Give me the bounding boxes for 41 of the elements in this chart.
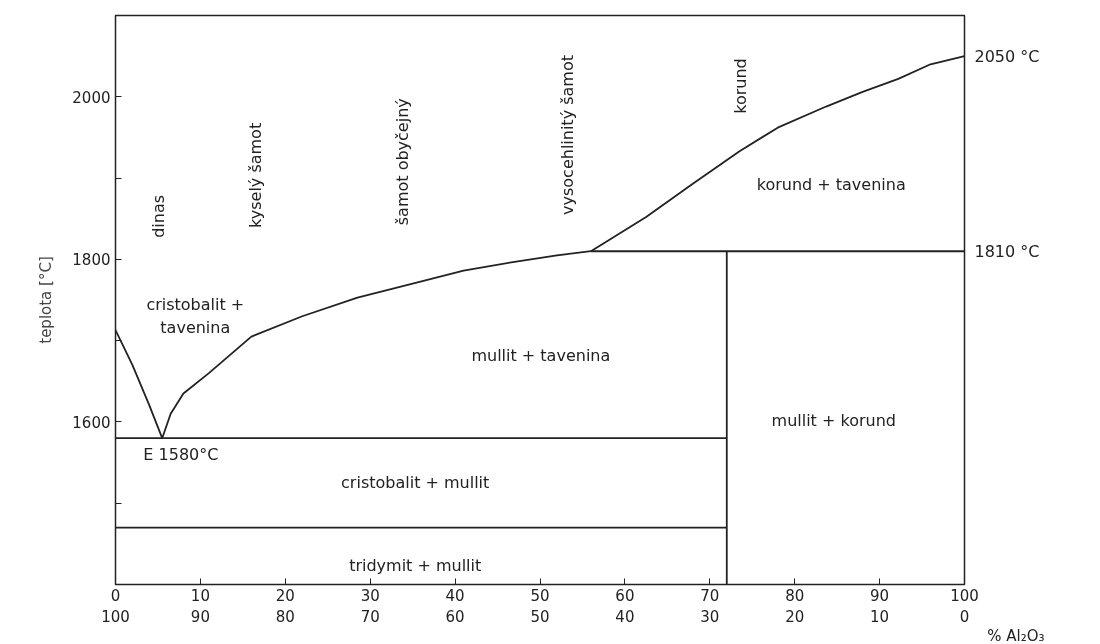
x-tick-label: 70 <box>700 586 720 605</box>
annotation: mullit + korund <box>771 411 896 431</box>
annotation: dinas <box>149 194 169 238</box>
annotation: E 1580°C <box>143 444 219 464</box>
annotation: mullit + tavenina <box>471 346 611 366</box>
annotation: tridymit + mullit <box>349 555 482 575</box>
x-tick-label: 50 <box>530 586 550 605</box>
x-tick-label: 20 <box>275 586 295 605</box>
x2-tick-label: 40 <box>615 607 635 626</box>
x-tick-label: 30 <box>360 586 380 605</box>
x-tick-label: 40 <box>445 586 465 605</box>
x-axis-title: % Al₂O₃ <box>987 626 1045 644</box>
x2-tick-label: 30 <box>700 607 720 626</box>
x2-tick-label: 10 <box>870 607 890 626</box>
annotation: kyselý šamot <box>246 122 266 228</box>
x2-tick-label: 60 <box>445 607 465 626</box>
x2-tick-label: 90 <box>190 607 210 626</box>
x-tick-label: 10 <box>190 586 210 605</box>
x2-tick-label: 0 <box>959 607 970 626</box>
y2-tick-label: 2050 °C <box>974 46 1040 66</box>
x-tick-label: 100 <box>950 586 979 605</box>
y-axis-title: teplota [°C] <box>37 256 56 344</box>
x-tick-label: 0 <box>110 586 121 605</box>
y-tick-label: 2000 <box>72 88 111 107</box>
annotation: korund <box>730 58 750 114</box>
x2-tick-label: 50 <box>530 607 550 626</box>
annotation: cristobalit + tavenina <box>146 295 245 337</box>
x-tick-label: 90 <box>870 586 890 605</box>
x2-tick-label: 100 <box>101 607 130 626</box>
x2-tick-label: 20 <box>785 607 805 626</box>
y-tick-label: 1800 <box>72 251 111 270</box>
x2-tick-label: 70 <box>360 607 380 626</box>
y-tick-label: 1600 <box>72 413 111 432</box>
x-tick-label: 80 <box>785 586 805 605</box>
annotation: šamot obyčejný <box>392 98 412 226</box>
y2-tick-label: 1810 °C <box>974 241 1040 261</box>
annotation: vysocehlinitý šamot <box>557 55 577 215</box>
annotation: korund + tavenina <box>756 174 906 194</box>
x2-tick-label: 80 <box>275 607 295 626</box>
x-tick-label: 60 <box>615 586 635 605</box>
annotation: cristobalit + mullit <box>341 473 490 493</box>
